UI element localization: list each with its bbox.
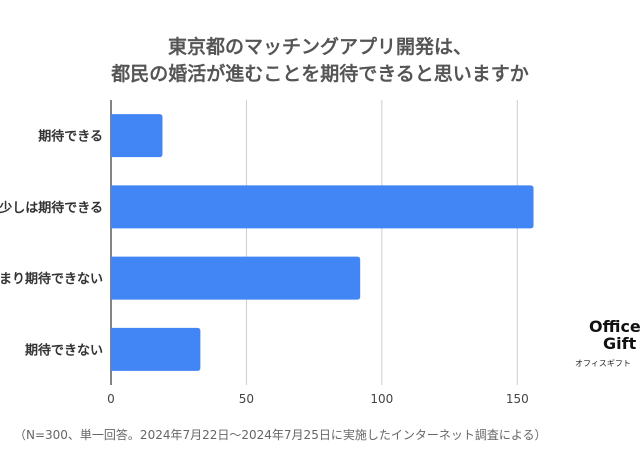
bar	[111, 327, 201, 371]
category-label: 期待できない	[25, 342, 103, 358]
category-label: まり期待できない	[0, 271, 103, 287]
office-gift-logo: Office Gift オフィスギフト	[575, 318, 640, 369]
chart-title-line-1: 東京都のマッチングアプリ開発は、	[167, 36, 472, 58]
x-tick-label: 150	[506, 392, 529, 406]
x-tick-label: 50	[239, 392, 254, 406]
logo-word-gift: Gift	[603, 334, 637, 353]
bar	[111, 114, 163, 158]
x-axis-ticks: 0 50 100 150	[107, 392, 529, 406]
chart-title: 東京都のマッチングアプリ開発は、 都民の婚活が進むことを期待できると思いますか	[0, 34, 640, 88]
bars	[111, 114, 534, 371]
bar	[111, 185, 534, 229]
x-tick-label: 100	[370, 392, 393, 406]
bar	[111, 256, 361, 300]
survey-footnote: （N=300、単一回答。2024年7月22日〜2024年7月25日に実施したイン…	[14, 428, 547, 442]
category-label: 期待できる	[38, 129, 103, 145]
logo-tagline: オフィスギフト	[575, 359, 631, 368]
x-tick-label: 0	[107, 392, 115, 406]
logo-word-office: Office	[589, 317, 640, 336]
category-label: 少しは期待できる	[0, 200, 103, 216]
chart-title-line-2: 都民の婚活が進むことを期待できると思いますか	[111, 63, 529, 85]
